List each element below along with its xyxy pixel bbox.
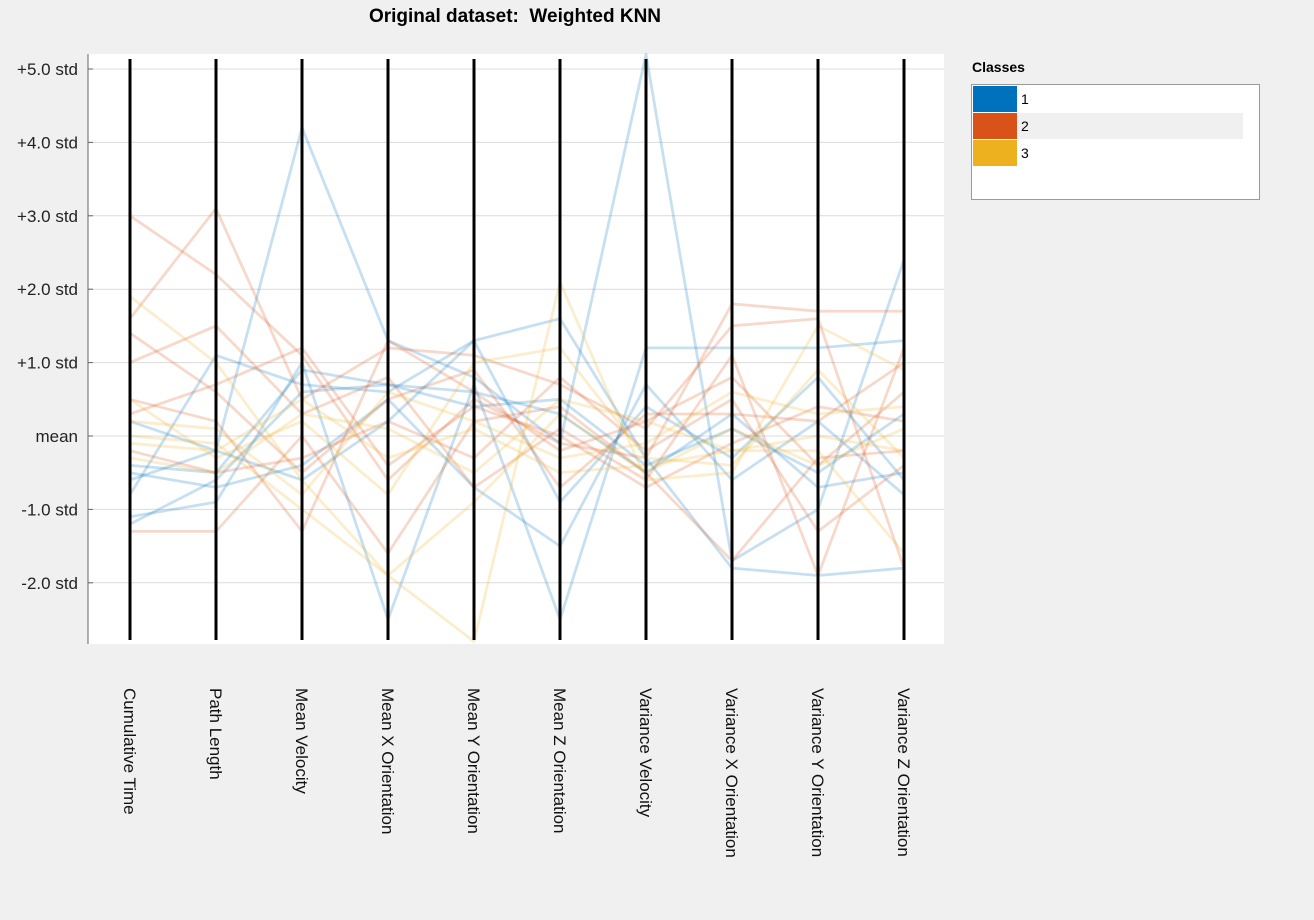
plot-area <box>88 54 944 644</box>
legend-item-2: 2 <box>973 113 1243 139</box>
data-line-class-1-3 <box>129 368 905 489</box>
axis-label-2: Mean Velocity <box>292 688 311 794</box>
axis-label-0: Cumulative Time <box>120 688 139 815</box>
axis-label-4: Mean Y Orientation <box>464 688 483 834</box>
axis-labels: Cumulative Time Path Length Mean Velocity M… <box>120 688 913 858</box>
axis-label-9: Variance Z Orientation <box>894 688 913 857</box>
axis-label-8: Variance Y Orientation <box>808 688 827 857</box>
axis-label-3: Mean X Orientation <box>378 688 397 834</box>
y-tick-label-7: -2.0 std <box>21 574 78 593</box>
data-line-class-2-8 <box>128 207 906 569</box>
data-line-class-3-17 <box>129 412 905 577</box>
y-tick-label-0: +5.0 std <box>17 60 78 79</box>
y-tick-label-1: +4.0 std <box>17 133 78 152</box>
legend-swatch-2 <box>973 113 1017 139</box>
y-tick-labels: +5.0 std +4.0 std +3.0 std +2.0 std +1.0 std… <box>17 60 78 593</box>
data-line-class-2-9 <box>129 324 906 577</box>
y-tick-label-6: -1.0 std <box>21 500 78 519</box>
data-line-class-2-14 <box>129 346 905 489</box>
data-line-class-2-13 <box>129 375 905 533</box>
legend-item-3: 3 <box>973 140 1243 166</box>
legend-item-1: 1 <box>973 86 1243 112</box>
data-line-class-3-16 <box>129 346 906 497</box>
coordinate-axes <box>128 59 906 640</box>
axis-label-1: Path Length <box>206 688 225 780</box>
data-line-class-2-12 <box>129 332 905 489</box>
data-line-class-1-1 <box>129 339 905 621</box>
legend-label-3: 3 <box>1021 145 1029 161</box>
axis-label-6: Variance Velocity <box>636 688 655 818</box>
data-line-class-1-4 <box>129 339 906 504</box>
legend-label-2: 2 <box>1021 118 1029 134</box>
gridlines <box>88 68 944 584</box>
data-line-class-1-6 <box>129 383 905 548</box>
data-line-class-1-0 <box>129 52 906 563</box>
legend-swatch-1 <box>973 86 1017 112</box>
legend: 1 2 3 <box>971 84 1260 200</box>
data-line-class-1-2 <box>128 317 905 577</box>
data-line-class-3-19 <box>129 390 905 497</box>
y-tick-label-4: +1.0 std <box>17 354 78 373</box>
legend-title: Classes <box>972 59 1025 75</box>
chart-title: Original dataset: Weighted KNN <box>368 6 662 27</box>
y-tick-label-3: +2.0 std <box>17 280 78 299</box>
legend-label-1: 1 <box>1021 91 1029 107</box>
axis-label-7: Variance X Orientation <box>722 688 741 858</box>
data-line-class-2-7 <box>129 214 904 482</box>
data-line-class-2-11 <box>130 405 905 563</box>
axis-label-5: Mean Z Orientation <box>550 688 569 834</box>
legend-swatch-3 <box>973 140 1017 166</box>
data-line-class-3-18 <box>129 397 906 555</box>
y-tick-label-5: mean <box>35 427 78 446</box>
y-tick-label-2: +3.0 std <box>17 207 78 226</box>
data-line-class-1-5 <box>129 383 905 526</box>
data-lines <box>128 52 906 643</box>
data-line-class-3-15 <box>129 280 905 643</box>
data-line-class-2-10 <box>129 339 905 533</box>
data-line-class-3-20 <box>129 397 905 475</box>
